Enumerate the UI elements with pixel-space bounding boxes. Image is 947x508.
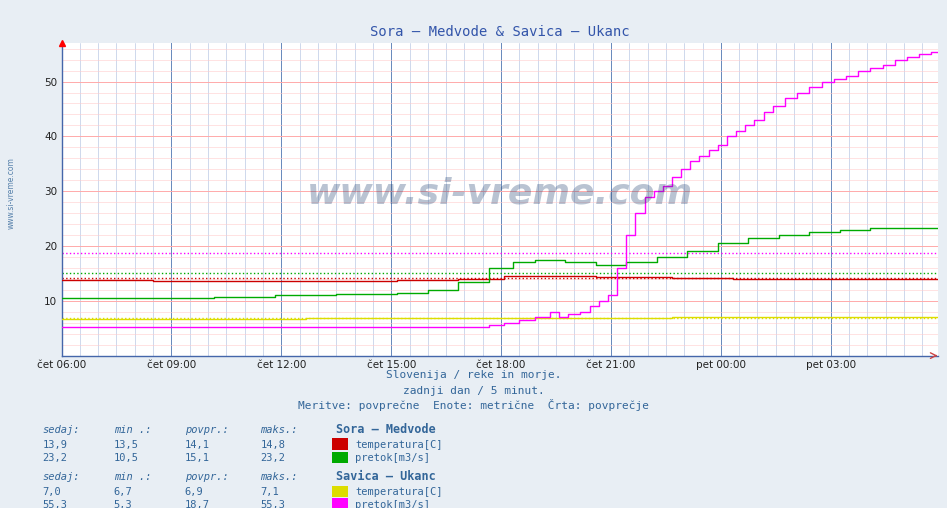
Text: 7,1: 7,1 [260, 487, 279, 497]
Text: zadnji dan / 5 minut.: zadnji dan / 5 minut. [402, 386, 545, 396]
Text: povpr.:: povpr.: [185, 425, 228, 435]
Text: 14,8: 14,8 [260, 440, 285, 450]
Text: 18,7: 18,7 [185, 500, 209, 508]
Text: 6,9: 6,9 [185, 487, 204, 497]
Text: 23,2: 23,2 [43, 453, 67, 463]
Title: Sora – Medvode & Savica – Ukanc: Sora – Medvode & Savica – Ukanc [369, 25, 630, 39]
Text: temperatura[C]: temperatura[C] [355, 487, 442, 497]
Text: maks.:: maks.: [260, 425, 298, 435]
Text: 55,3: 55,3 [43, 500, 67, 508]
Text: 55,3: 55,3 [260, 500, 285, 508]
Text: 7,0: 7,0 [43, 487, 62, 497]
Text: Savica – Ukanc: Savica – Ukanc [336, 470, 436, 483]
Text: 10,5: 10,5 [114, 453, 138, 463]
Text: Meritve: povprečne  Enote: metrične  Črta: povprečje: Meritve: povprečne Enote: metrične Črta:… [298, 399, 649, 411]
Text: sedaj:: sedaj: [43, 472, 80, 482]
Text: min .:: min .: [114, 472, 152, 482]
Text: pretok[m3/s]: pretok[m3/s] [355, 453, 430, 463]
Text: 5,3: 5,3 [114, 500, 133, 508]
Text: Sora – Medvode: Sora – Medvode [336, 423, 436, 436]
Text: 15,1: 15,1 [185, 453, 209, 463]
Text: 13,9: 13,9 [43, 440, 67, 450]
Text: pretok[m3/s]: pretok[m3/s] [355, 500, 430, 508]
Text: 23,2: 23,2 [260, 453, 285, 463]
Text: www.si-vreme.com: www.si-vreme.com [7, 157, 16, 229]
Text: www.si-vreme.com: www.si-vreme.com [307, 176, 692, 210]
Text: 14,1: 14,1 [185, 440, 209, 450]
Text: maks.:: maks.: [260, 472, 298, 482]
Text: 6,7: 6,7 [114, 487, 133, 497]
Text: Slovenija / reke in morje.: Slovenija / reke in morje. [385, 370, 562, 380]
Text: povpr.:: povpr.: [185, 472, 228, 482]
Text: sedaj:: sedaj: [43, 425, 80, 435]
Text: temperatura[C]: temperatura[C] [355, 440, 442, 450]
Text: min .:: min .: [114, 425, 152, 435]
Text: 13,5: 13,5 [114, 440, 138, 450]
